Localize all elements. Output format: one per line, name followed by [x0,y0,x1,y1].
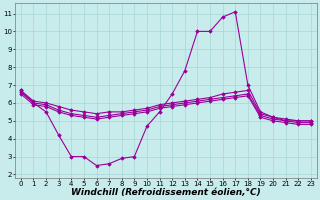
X-axis label: Windchill (Refroidissement éolien,°C): Windchill (Refroidissement éolien,°C) [71,188,261,197]
